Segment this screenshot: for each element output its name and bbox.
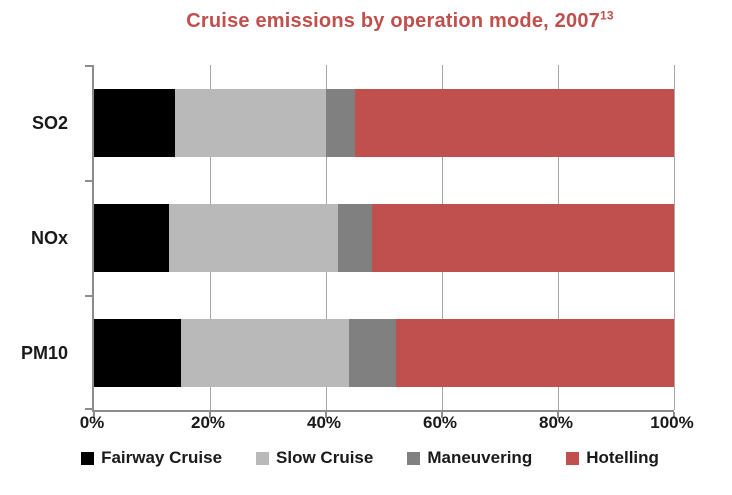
legend-swatch-maneuvering [407, 451, 421, 465]
legend-label-fairway-cruise: Fairway Cruise [101, 448, 223, 467]
x-axis-label-60pct: 60% [422, 413, 458, 432]
x-axis-tick-mark [673, 412, 675, 418]
bar-segment-so2-maneuvering [325, 89, 355, 157]
y-axis-label-pm10: PM10 [20, 343, 68, 363]
x-axis-label-0pct: 0% [79, 413, 105, 432]
y-axis-category-labels: SO2 NOx PM10 [0, 65, 80, 410]
legend-swatch-slow-cruise [256, 451, 270, 465]
x-axis-tick-mark [557, 412, 559, 418]
y-axis-label-so2: SO2 [31, 113, 68, 133]
x-axis-label-80pct: 80% [538, 413, 574, 432]
chart-title: Cruise emissions by operation mode, 2007… [70, 8, 730, 33]
x-axis-tick-mark [93, 412, 95, 418]
legend-item-fairway-cruise: Fairway Cruise [81, 448, 222, 468]
legend-swatch-hotelling [566, 451, 580, 465]
legend-item-hotelling: Hotelling [566, 448, 659, 468]
chart-title-text: Cruise emissions by operation mode, 2007 [186, 10, 600, 32]
bar-segment-pm10-maneuvering [349, 319, 396, 387]
bar-segment-so2-slow-cruise [175, 89, 326, 157]
bar-segment-so2-fairway-cruise [94, 89, 176, 157]
bar-segment-nox-maneuvering [337, 204, 373, 272]
x-axis-tick-mark [441, 412, 443, 418]
chart-title-footnote-superscript: 13 [599, 8, 614, 23]
bar-segment-nox-slow-cruise [169, 204, 338, 272]
x-axis-label-40pct: 40% [306, 413, 342, 432]
x-axis-tick-mark [325, 412, 327, 418]
bar-nox [94, 204, 674, 272]
legend-swatch-fairway-cruise [81, 451, 95, 465]
legend-item-maneuvering: Maneuvering [407, 448, 532, 468]
y-axis-label-nox: NOx [30, 228, 68, 248]
legend-item-slow-cruise: Slow Cruise [256, 448, 373, 468]
x-axis-label-100pct: 100% [650, 413, 694, 432]
bar-so2 [94, 89, 674, 157]
legend: Fairway Cruise Slow Cruise Maneuvering Hote… [40, 448, 700, 468]
y-axis-tick-mark [85, 295, 92, 297]
legend-label-hotelling: Hotelling [586, 448, 659, 467]
x-axis-label-20pct: 20% [190, 413, 226, 432]
bar-segment-pm10-hotelling [395, 319, 674, 387]
y-axis-tick-mark [85, 180, 92, 182]
bar-pm10 [94, 319, 674, 387]
plot-area [85, 65, 675, 418]
bar-segment-pm10-fairway-cruise [94, 319, 181, 387]
legend-label-slow-cruise: Slow Cruise [276, 448, 374, 467]
y-axis-tick-mark [85, 408, 92, 410]
bar-segment-so2-hotelling [354, 89, 674, 157]
y-axis-tick-mark [85, 65, 92, 67]
x-axis-tick-mark [209, 412, 211, 418]
gridline-100pct [674, 65, 675, 410]
bar-segment-pm10-slow-cruise [181, 319, 350, 387]
x-axis-tick-labels: 0% 20% 40% 60% 80% 100% [80, 413, 694, 437]
bar-segment-nox-hotelling [372, 204, 674, 272]
legend-label-maneuvering: Maneuvering [427, 448, 533, 467]
bar-segment-nox-fairway-cruise [94, 204, 170, 272]
